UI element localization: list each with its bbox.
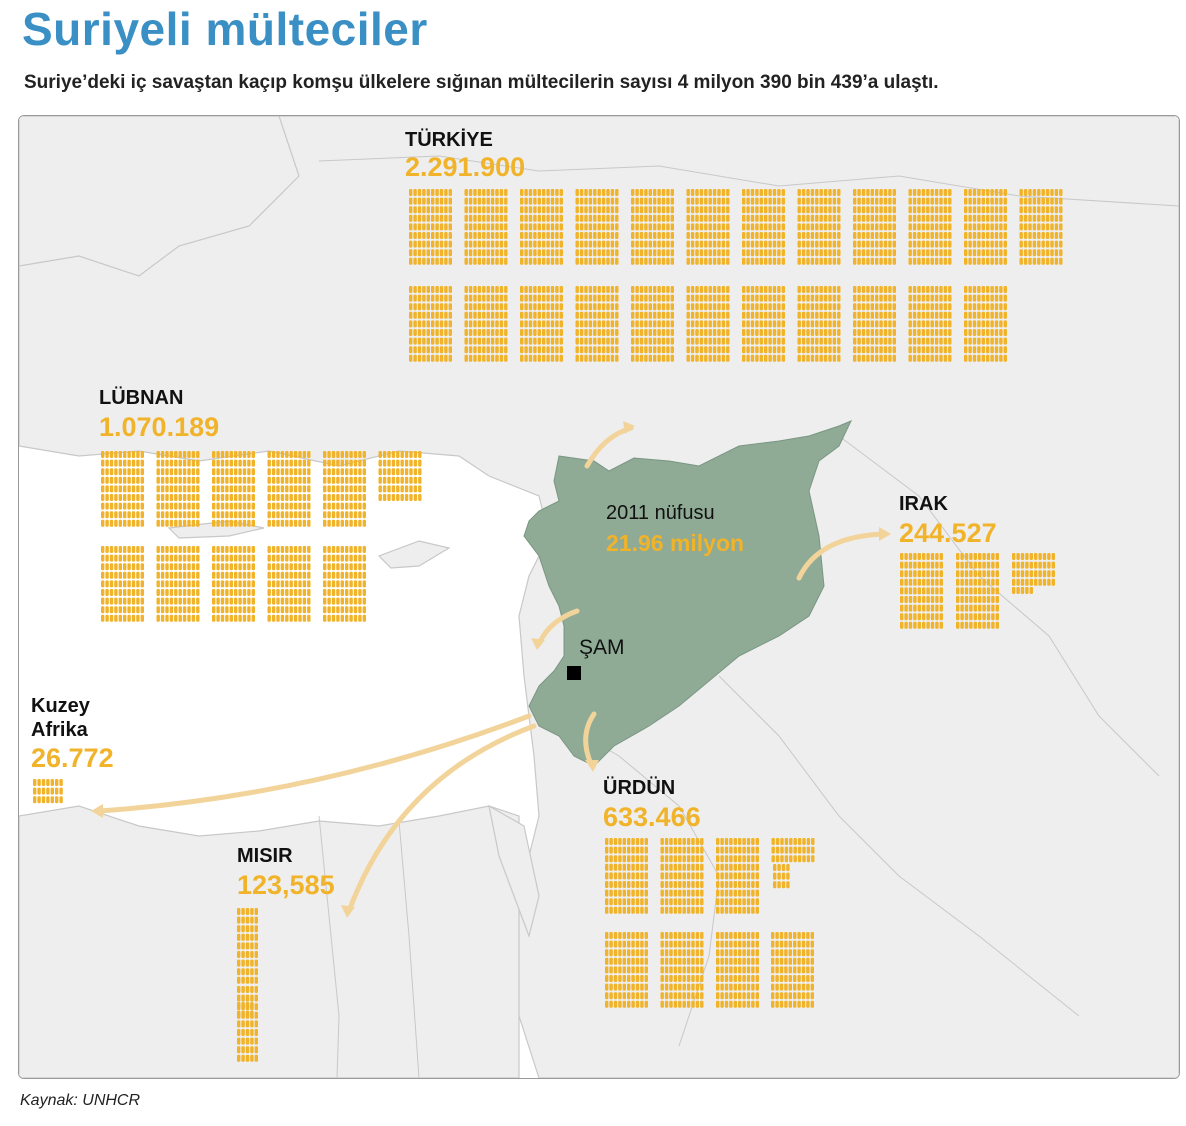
arrowhead-urdun [585,760,599,772]
icon-block-kuzey-afrika [33,779,63,804]
land-cyprus [377,540,451,569]
icon-block-lubnan [101,451,144,527]
icon-block-lubnan [212,451,255,527]
icon-block-turkiye [520,286,563,362]
page-subtitle: Suriye’deki iç savaştan kaçıp komşu ülke… [24,72,939,93]
arrowhead-lubnan [531,638,545,650]
icon-block-turkiye [797,189,841,265]
capital-marker-icon [567,666,581,680]
icon-block-urdun [771,932,814,1008]
icon-block-irak [1012,553,1055,586]
icon-block-turkiye [853,286,896,362]
icon-block-turkiye [797,286,841,362]
icon-block-lubnan [156,451,200,527]
icon-block-urdun [716,838,759,914]
icon-block-turkiye [686,189,730,265]
country-value-kuzey-afrika: 26.772 [31,743,114,773]
country-value-turkiye: 2.291.900 [405,152,526,182]
icon-block-lubnan [323,451,366,527]
icon-block-lubnan [267,546,311,622]
icon-block-urdun [660,838,704,914]
icon-block-turkiye [409,286,452,362]
country-label-kuzey-afrika: Kuzey Afrika [31,695,90,741]
icon-block-turkiye [853,189,896,265]
icon-block-urdun [605,838,648,914]
icon-block-lubnan [156,546,200,622]
icon-block-turkiye [742,189,785,265]
refugee-icon-grids [33,189,1063,1062]
icon-block-urdun [605,932,648,1008]
arrowhead-turkiye [623,421,635,434]
icon-block-turkiye [964,286,1007,362]
icon-block-irak [1012,587,1033,594]
country-value-misir: 123,585 [237,870,335,900]
land-balkans [19,116,300,277]
arrow-urdun [583,711,597,767]
icon-block-urdun [773,864,790,889]
capital-label: ŞAM [579,636,625,659]
arrowhead-misir [341,905,355,918]
country-label-misir: MISIR [237,845,293,867]
arrowhead-layer [91,421,891,918]
border-lines [318,155,1179,1078]
map-panel: 2011 nüfusu 21.96 milyon ŞAM TÜRKİYE 2.2… [18,115,1180,1079]
icon-block-misir [237,986,258,1062]
icon-block-turkiye [686,286,730,362]
icon-block-irak [900,553,943,629]
country-value-urdun: 633.466 [603,802,701,832]
icon-block-turkiye [908,189,952,265]
land-sinai [488,804,540,939]
page-title: Suriyeli mülteciler [22,3,428,55]
icon-block-turkiye [1019,189,1063,265]
icon-block-urdun [771,838,815,863]
icon-block-irak [956,553,999,629]
country-label-urdun: ÜRDÜN [603,777,676,799]
land-north-africa [19,805,520,1078]
icon-block-turkiye [742,286,785,362]
icon-block-urdun [660,932,704,1008]
icon-block-turkiye [409,189,452,265]
arrow-misir [346,723,537,914]
icon-block-lubnan [267,451,311,527]
source-note: Kaynak: UNHCR [20,1092,141,1109]
icon-block-turkiye [631,189,674,265]
country-label-lubnan: LÜBNAN [99,387,184,409]
country-value-irak: 244.527 [899,518,997,548]
icon-block-turkiye [464,189,508,265]
icon-block-turkiye [631,286,674,362]
icon-block-turkiye [908,286,952,362]
country-label-irak: IRAK [899,493,948,515]
country-value-lubnan: 1.070.189 [99,412,220,442]
country-label-turkiye: TÜRKİYE [405,129,493,151]
icon-block-lubnan [323,546,366,622]
icon-block-turkiye [964,189,1007,265]
icon-block-turkiye [575,189,619,265]
icon-block-turkiye [520,189,563,265]
icon-block-turkiye [575,286,619,362]
map-svg [19,116,1179,1078]
icon-block-misir [237,1002,254,1018]
icon-block-lubnan [212,546,255,622]
icon-block-turkiye [464,286,508,362]
icon-block-misir [237,908,258,984]
arrowhead-kuzey-afrika [91,804,103,818]
icon-block-lubnan [378,451,422,501]
icon-block-urdun [716,932,759,1008]
syria-population-label: 2011 nüfusu [606,502,715,524]
arrow-irak [796,531,888,581]
icon-block-lubnan [101,546,144,622]
arrowhead-irak [879,527,891,541]
syria-shape [523,420,853,767]
syria-population-value: 21.96 milyon [606,530,745,556]
arrow-kuzey-afrika [96,713,532,814]
